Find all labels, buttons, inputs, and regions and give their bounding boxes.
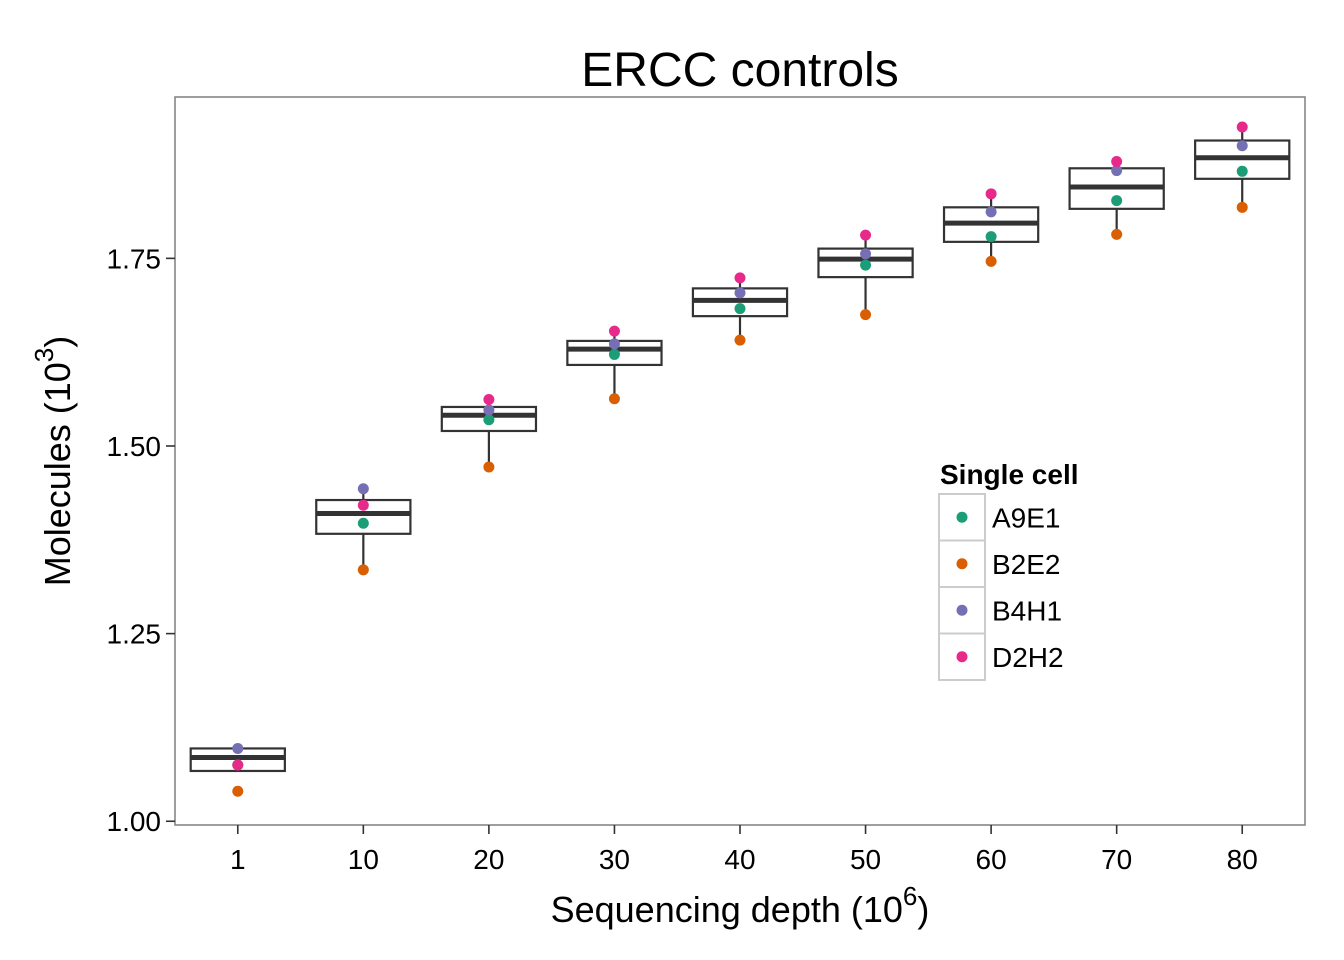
point-b2e2 (1236, 201, 1248, 213)
x-tick-label: 30 (599, 844, 630, 875)
legend-title: Single cell (940, 459, 1079, 490)
point-d2h2 (1236, 121, 1248, 133)
point-b4h1 (483, 404, 495, 416)
point-b2e2 (734, 334, 746, 346)
x-axis-title: Sequencing depth (106) (551, 881, 930, 930)
point-a9e1 (1111, 195, 1123, 207)
point-d2h2 (608, 325, 620, 337)
point-b4h1 (232, 742, 244, 754)
x-axis-title-main: Sequencing depth (10 (551, 889, 903, 930)
points-layer (232, 121, 1248, 797)
legend-dot-a9e1 (956, 511, 968, 523)
point-d2h2 (985, 188, 997, 200)
legend-label-b4h1: B4H1 (992, 595, 1062, 626)
point-a9e1 (608, 348, 620, 360)
point-a9e1 (985, 231, 997, 243)
point-b2e2 (860, 309, 872, 321)
legend-dot-d2h2 (956, 651, 968, 663)
point-d2h2 (860, 229, 872, 241)
point-d2h2 (357, 499, 369, 511)
legend-dot-b2e2 (956, 558, 968, 570)
x-tick-label: 70 (1101, 844, 1132, 875)
y-axis-title: Molecules (103) (29, 336, 78, 587)
x-axis: 1 10 20 30 40 50 60 70 80 (230, 825, 1258, 875)
point-b2e2 (357, 564, 369, 576)
legend-label-a9e1: A9E1 (992, 502, 1061, 533)
x-tick-label: 40 (724, 844, 755, 875)
point-a9e1 (357, 517, 369, 529)
point-b2e2 (608, 393, 620, 405)
point-b4h1 (860, 248, 872, 260)
point-b4h1 (985, 206, 997, 218)
x-tick-label: 20 (473, 844, 504, 875)
x-axis-title-exponent: 6 (903, 881, 917, 911)
x-tick-label: 1 (230, 844, 246, 875)
point-b4h1 (734, 287, 746, 299)
point-b4h1 (1111, 165, 1123, 177)
point-d2h2 (232, 759, 244, 771)
point-a9e1 (1236, 165, 1248, 177)
y-axis-title-close: ) (37, 336, 78, 348)
point-d2h2 (734, 272, 746, 284)
point-a9e1 (860, 259, 872, 271)
legend-key (938, 632, 986, 681)
point-b4h1 (357, 483, 369, 495)
x-tick-label: 80 (1227, 844, 1258, 875)
point-b2e2 (232, 785, 244, 797)
y-axis-title-main: Molecules (10 (37, 362, 78, 586)
legend: Single cell A9E1 B2E2 B4H1 D2H2 (938, 459, 1079, 681)
x-tick-label: 50 (850, 844, 881, 875)
x-tick-label: 60 (976, 844, 1007, 875)
y-axis-title-exponent: 3 (29, 348, 59, 362)
point-b2e2 (985, 255, 997, 267)
legend-label-d2h2: D2H2 (992, 642, 1064, 673)
point-a9e1 (734, 303, 746, 315)
legend-label-b2e2: B2E2 (992, 549, 1061, 580)
point-b4h1 (608, 338, 620, 350)
y-axis: 1.00 1.25 1.50 1.75 (107, 243, 175, 837)
chart-title: ERCC controls (581, 44, 898, 97)
point-d2h2 (483, 393, 495, 405)
y-tick-label: 1.25 (107, 619, 162, 650)
point-b2e2 (1111, 228, 1123, 240)
x-axis-title-close: ) (917, 889, 929, 930)
point-b2e2 (483, 461, 495, 473)
y-tick-label: 1.75 (107, 243, 162, 274)
point-d2h2 (1111, 156, 1123, 168)
y-tick-label: 1.50 (107, 431, 162, 462)
point-b4h1 (1236, 140, 1248, 152)
y-tick-label: 1.00 (107, 806, 162, 837)
x-tick-label: 10 (348, 844, 379, 875)
point-a9e1 (483, 414, 495, 426)
legend-dot-b4h1 (956, 604, 968, 616)
